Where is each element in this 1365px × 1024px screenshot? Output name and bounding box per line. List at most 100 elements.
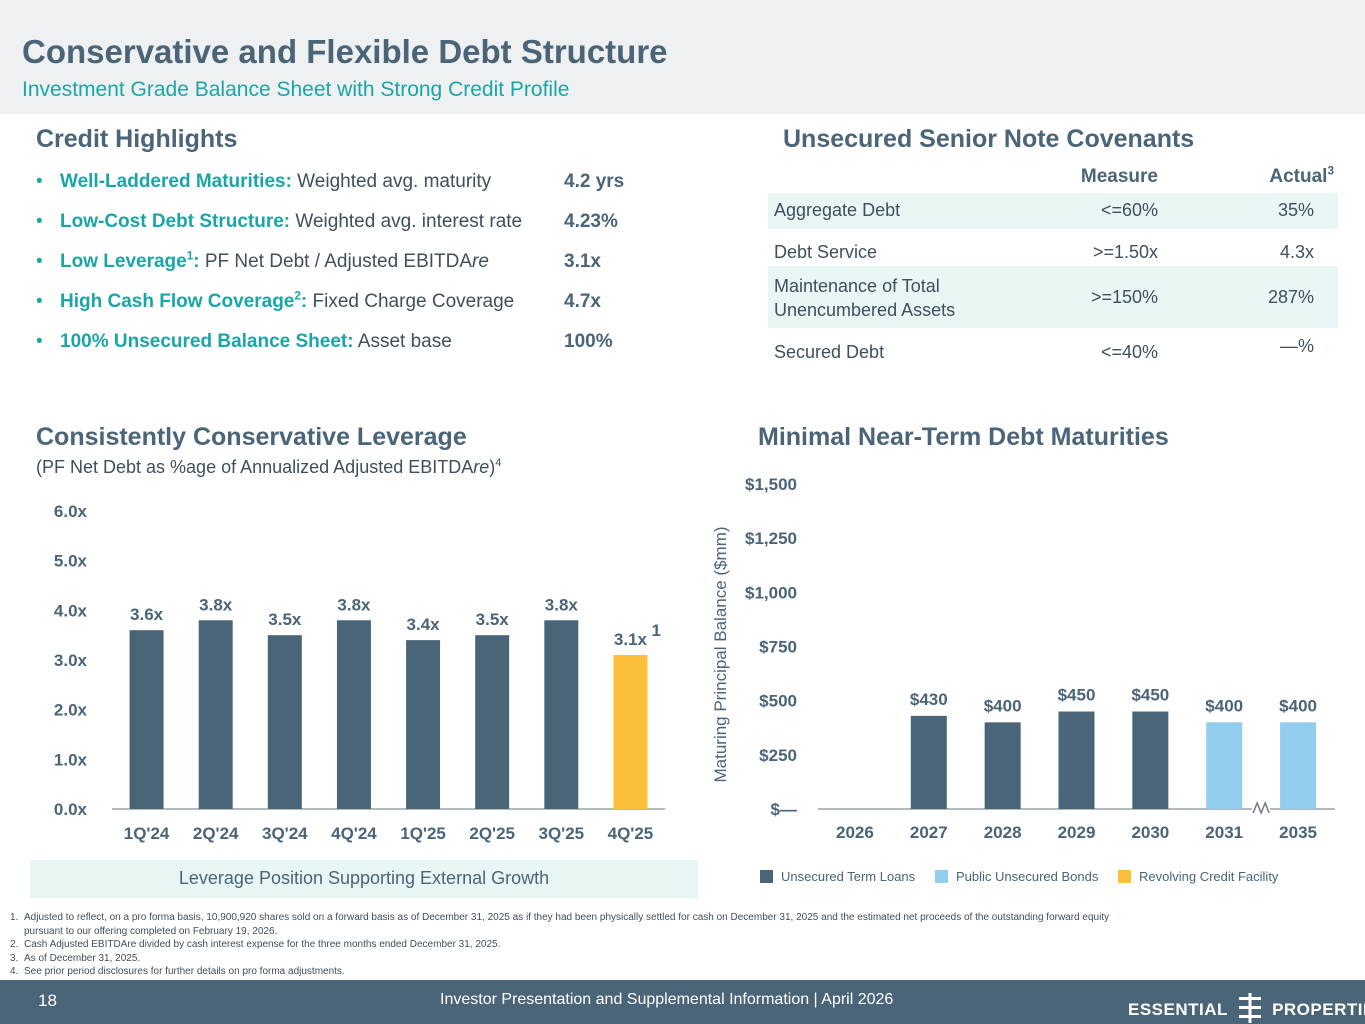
footnote-ref: 2 — [294, 289, 301, 303]
highlight-row: • Low-Cost Debt Structure: Weighted avg.… — [36, 211, 676, 241]
footnote-ref: 1 — [651, 621, 660, 640]
highlight-label: Low-Cost Debt Structure: — [60, 211, 291, 232]
data-label: $400 — [984, 696, 1022, 715]
highlight-text: Low-Cost Debt Structure: Weighted avg. i… — [60, 211, 522, 233]
table-row: Maintenance of Total Unencumbered Assets … — [768, 266, 1338, 328]
highlight-label-text: High Cash Flow Coverage — [60, 291, 295, 312]
y-tick-label: 0.0x — [54, 800, 88, 819]
table-row: Debt Service >=1.50x 4.3x — [768, 229, 1338, 266]
footnotes: 1. Adjusted to reflect, on a pro forma ba… — [10, 911, 1310, 979]
table-row: Aggregate Debt <=60% 35% — [768, 193, 1338, 229]
highlight-value: 4.23% — [564, 211, 618, 232]
subheading-italic: re — [473, 457, 490, 477]
maturities-heading: Minimal Near-Term Debt Maturities — [758, 423, 1169, 451]
subheading-text: (PF Net Debt as %age of Annualized Adjus… — [36, 457, 474, 477]
highlight-value: 100% — [564, 331, 613, 352]
axis-break-icon — [1252, 800, 1270, 816]
highlight-desc-italic: re — [472, 251, 489, 272]
page-number: 18 — [38, 991, 57, 1010]
highlight-row: • Well-Laddered Maturities: Weighted avg… — [36, 171, 676, 201]
bar — [336, 620, 371, 809]
footnote-text-cont: pursuant to our offering completed on Fe… — [24, 925, 278, 937]
col-actual: Actual3 — [1269, 164, 1334, 188]
highlight-value: 4.2 yrs — [564, 171, 625, 192]
data-label: $430 — [910, 690, 948, 709]
highlight-label-text: Low Leverage — [60, 251, 187, 272]
covenant-name-line2: Unencumbered Assets — [774, 300, 956, 320]
x-tick-label: 2027 — [910, 823, 948, 842]
x-tick-label: 2030 — [1131, 823, 1169, 842]
data-label: 3.5x — [476, 610, 510, 629]
data-label: 3.8x — [337, 595, 371, 614]
legend-label: Revolving Credit Facility — [1139, 869, 1279, 884]
subheading-close: ) — [489, 457, 496, 477]
bar — [544, 620, 579, 809]
legend-swatch — [1118, 870, 1131, 883]
bullet: • — [36, 291, 43, 312]
x-tick-label: 1Q'25 — [400, 824, 446, 843]
header-band — [0, 0, 1365, 114]
highlight-text: 100% Unsecured Balance Sheet: Asset base — [60, 331, 452, 353]
data-label: 3.8x — [199, 595, 233, 614]
footnote: 4. See prior period disclosures for furth… — [10, 965, 1310, 979]
x-tick-label: 2028 — [984, 823, 1022, 842]
footnote-text: Adjusted to reflect, on a pro forma basi… — [24, 912, 1110, 923]
x-tick-label: 2Q'25 — [469, 824, 515, 843]
highlight-row: • 100% Unsecured Balance Sheet: Asset ba… — [36, 331, 676, 361]
label-colon: : — [300, 291, 308, 312]
y-tick-label: $1,500 — [745, 475, 797, 494]
col-actual-text: Actual — [1269, 166, 1328, 187]
table-row: Secured Debt <=40% —% — [768, 328, 1338, 368]
bar — [1206, 722, 1243, 809]
highlight-value: 4.7x — [564, 291, 601, 312]
legend-item: Revolving Credit Facility — [1118, 869, 1278, 884]
legend-item: Unsecured Term Loans — [760, 869, 915, 884]
data-label: $400 — [1279, 696, 1317, 715]
legend-label: Unsecured Term Loans — [781, 869, 916, 884]
y-tick-label: 1.0x — [54, 750, 88, 769]
legend-swatch — [760, 870, 773, 883]
x-tick-label: 2Q'24 — [193, 824, 239, 843]
covenant-name: Maintenance of Total Unencumbered Assets — [774, 274, 955, 322]
data-label: $400 — [1205, 696, 1243, 715]
highlight-desc: Weighted avg. maturity — [291, 171, 492, 192]
x-tick-label: 2031 — [1205, 823, 1243, 842]
covenant-actual: 4.3x — [1279, 242, 1314, 262]
covenant-measure: <=40% — [1100, 342, 1158, 362]
covenant-measure: >=1.50x — [1092, 242, 1158, 262]
y-tick-label: 6.0x — [54, 502, 88, 521]
covenant-actual: 35% — [1277, 200, 1314, 220]
highlight-row: • Low Leverage1: PF Net Debt / Adjusted … — [36, 250, 676, 281]
highlight-text: High Cash Flow Coverage2: Fixed Charge C… — [60, 289, 514, 313]
footnote-number: 2. — [10, 939, 19, 950]
data-label: 3.5x — [268, 610, 302, 629]
footnote-ref: 3 — [1327, 164, 1334, 178]
bullet: • — [36, 251, 43, 272]
highlight-label: High Cash Flow Coverage2: — [60, 289, 308, 312]
covenant-measure: <=60% — [1100, 200, 1158, 220]
footnote-ref: 4 — [495, 457, 502, 469]
highlight-value: 3.1x — [564, 251, 601, 272]
bar — [1280, 722, 1317, 809]
y-tick-label: $1,250 — [745, 529, 797, 548]
covenant-name: Aggregate Debt — [774, 200, 901, 220]
company-logo: ESSENTIAL PROPERTIES — [1128, 993, 1365, 1023]
bar — [984, 722, 1021, 809]
footnote-number: 1. — [10, 912, 19, 923]
y-axis-title: Maturing Principal Balance ($mm) — [711, 526, 730, 782]
covenant-name: Debt Service — [774, 242, 878, 262]
covenant-actual: 287% — [1267, 287, 1314, 307]
y-tick-label: $250 — [759, 746, 797, 765]
data-label: 3.6x — [130, 605, 164, 624]
footnote-text: Cash Adjusted EBITDAre divided by cash i… — [24, 939, 501, 950]
page-title: Conservative and Flexible Debt Structure — [22, 33, 668, 70]
footnote-text: As of December 31, 2025. — [24, 952, 141, 964]
highlight-label: 100% Unsecured Balance Sheet: — [60, 331, 354, 352]
logo-word-left: ESSENTIAL — [1128, 1000, 1228, 1019]
x-tick-label: 4Q'25 — [608, 824, 654, 843]
y-tick-label: 5.0x — [54, 552, 88, 571]
credit-highlights-heading: Credit Highlights — [36, 125, 238, 153]
covenants-heading: Unsecured Senior Note Covenants — [783, 125, 1195, 153]
covenant-name: Secured Debt — [774, 342, 885, 362]
bar — [198, 620, 233, 809]
